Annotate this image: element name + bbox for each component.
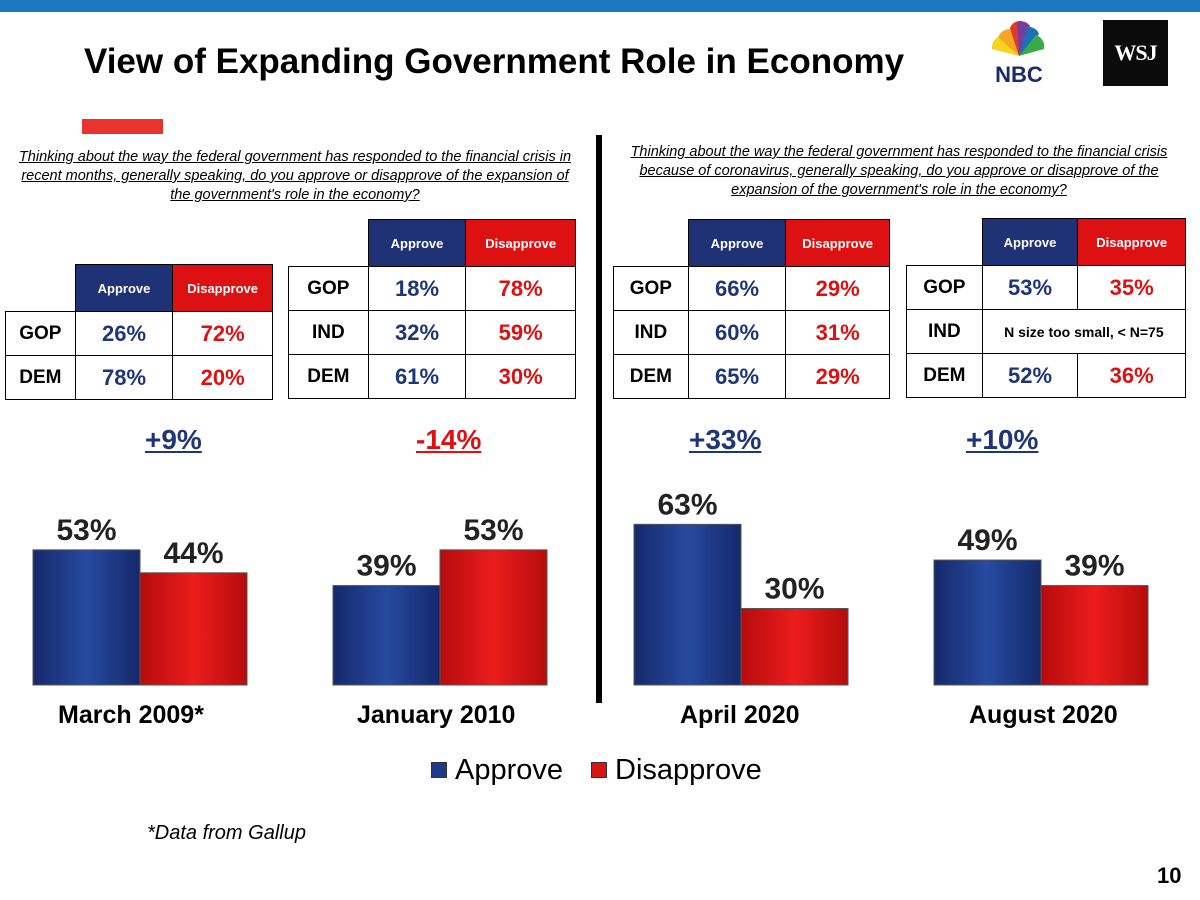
bar-approve — [633, 523, 742, 686]
party-label: IND — [906, 309, 983, 354]
approve-value: 61% — [367, 354, 467, 399]
legend-item-approve: Approve — [431, 754, 563, 787]
bar-approve — [32, 549, 141, 686]
disapprove-header: Disapprove — [172, 264, 273, 312]
period-divider — [596, 135, 602, 703]
disapprove-value: 20% — [172, 355, 273, 400]
data-label-disapprove: 44% — [163, 537, 223, 570]
data-label-disapprove: 39% — [1064, 550, 1124, 583]
nbc-logo: NBC — [991, 20, 1045, 87]
title-accent-bar — [82, 119, 163, 134]
bar-chart: 53% 44% 39% 53% 63% 30% 49% 39% — [32, 490, 1149, 686]
table-corner — [614, 220, 689, 267]
approve-header: Approve — [367, 219, 467, 267]
party-label: DEM — [288, 354, 369, 399]
data-label-approve: 53% — [56, 514, 116, 547]
approve-header: Approve — [74, 264, 174, 312]
question-right: Thinking about the way the federal gover… — [630, 144, 1168, 198]
data-label-approve: 49% — [957, 524, 1017, 557]
disapprove-value: 29% — [785, 266, 890, 311]
table-corner — [907, 219, 983, 266]
table-corner — [289, 220, 369, 267]
table-corner — [6, 265, 76, 312]
legend-label-approve: Approve — [455, 753, 564, 786]
approve-value: 26% — [74, 311, 174, 356]
legend-item-disapprove: Disapprove — [591, 754, 762, 787]
bar-approve — [933, 559, 1042, 686]
table-march-2009: Approve Disapprove GOP 26% 72% DEM 78% 2… — [5, 264, 273, 400]
approve-value: 60% — [687, 310, 787, 355]
party-label: IND — [288, 310, 369, 355]
approve-value: 53% — [981, 265, 1079, 310]
disapprove-value: 72% — [172, 311, 273, 356]
table-january-2010: Approve Disapprove GOP 18% 78% IND 32% 5… — [288, 219, 576, 399]
legend-swatch-approve — [431, 762, 447, 778]
footnote: *Data from Gallup — [147, 822, 306, 844]
approve-value: 52% — [981, 353, 1079, 398]
data-label-approve: 63% — [657, 490, 717, 521]
question-left: Thinking about the way the federal gover… — [18, 149, 572, 203]
page-number: 10 — [1157, 863, 1182, 888]
data-label-disapprove: 53% — [463, 514, 523, 547]
net-shift-april-2020: +33% — [689, 424, 762, 455]
top-accent-bar — [0, 0, 1200, 12]
approve-header: Approve — [981, 218, 1079, 266]
disapprove-header: Disapprove — [465, 219, 576, 267]
legend-label-disapprove: Disapprove — [615, 753, 762, 786]
disapprove-value: 36% — [1077, 353, 1186, 398]
approve-value: 65% — [687, 354, 787, 399]
data-label-approve: 39% — [356, 550, 416, 583]
disapprove-value: 29% — [785, 354, 890, 399]
table-april-2020: Approve Disapprove GOP 66% 29% IND 60% 3… — [613, 219, 890, 399]
table-august-2020: Approve Disapprove GOP 53% 35% IND N siz… — [906, 218, 1187, 398]
category-label: April 2020 — [680, 701, 800, 729]
category-label: March 2009* — [58, 701, 204, 729]
net-shift-january-2010: -14% — [416, 424, 482, 455]
party-label: GOP — [288, 266, 369, 311]
party-label: GOP — [906, 265, 983, 310]
disapprove-value: 78% — [465, 266, 576, 311]
data-label-disapprove: 30% — [764, 573, 824, 606]
wsj-logo: WSJ — [1103, 20, 1168, 86]
chart-legend: Approve Disapprove — [431, 752, 790, 788]
bar-disapprove — [1040, 585, 1149, 686]
approve-value: 18% — [367, 266, 467, 311]
party-label: DEM — [906, 353, 983, 398]
disapprove-value: 30% — [465, 354, 576, 399]
disapprove-header: Disapprove — [785, 219, 890, 267]
category-label: August 2020 — [969, 701, 1118, 729]
category-label: January 2010 — [357, 701, 516, 729]
party-label: DEM — [5, 355, 76, 400]
party-label: DEM — [613, 354, 689, 399]
party-label: IND — [613, 310, 689, 355]
page-title: View of Expanding Government Role in Eco… — [84, 42, 905, 81]
net-shift-march-2009: +9% — [145, 424, 202, 455]
disapprove-value: 35% — [1077, 265, 1186, 310]
approve-value: 78% — [74, 355, 174, 400]
disapprove-header: Disapprove — [1077, 218, 1186, 266]
disapprove-value: 59% — [465, 310, 576, 355]
bar-disapprove — [139, 572, 248, 686]
approve-value: 32% — [367, 310, 467, 355]
sample-size-note: N size too small, < N=75 — [981, 309, 1187, 354]
party-label: GOP — [613, 266, 689, 311]
approve-header: Approve — [687, 219, 787, 267]
bar-disapprove — [740, 608, 849, 686]
disapprove-value: 31% — [785, 310, 890, 355]
legend-swatch-disapprove — [591, 762, 608, 778]
party-label: GOP — [5, 311, 76, 356]
nbc-logo-text: NBC — [995, 62, 1043, 87]
bar-disapprove — [439, 549, 548, 686]
approve-value: 66% — [687, 266, 787, 311]
net-shift-august-2020: +10% — [966, 424, 1039, 455]
bar-approve — [332, 585, 441, 686]
